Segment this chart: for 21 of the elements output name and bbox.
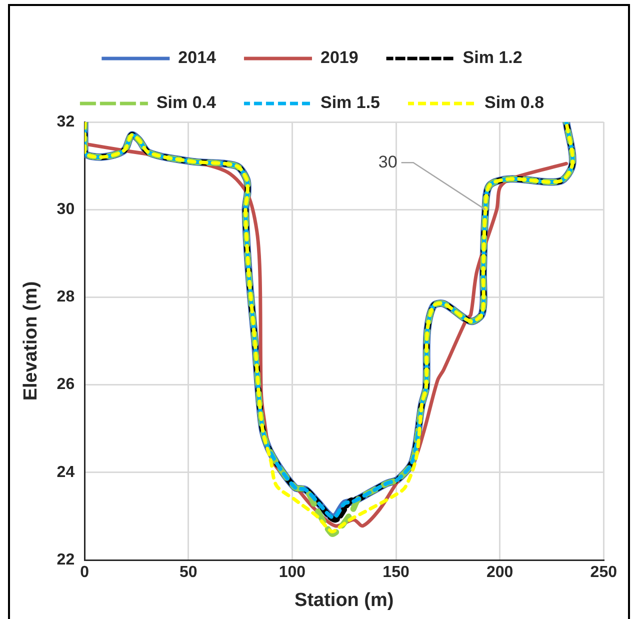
legend-label: 2014 [178, 48, 217, 68]
legend-label: Sim 1.2 [462, 48, 522, 68]
x-tick-label: 200 [486, 564, 514, 582]
y-tick-label: 24 [56, 464, 75, 481]
x-tick-label: 150 [382, 564, 410, 582]
y-tick-label: 28 [56, 288, 75, 306]
legend-label: Sim 0.8 [484, 93, 544, 112]
y-axis-title: Elevation (m) [20, 281, 42, 401]
y-tick-label: 26 [56, 376, 75, 394]
x-tick-label: 250 [590, 564, 618, 582]
x-axis-title: Station (m) [294, 590, 394, 611]
legend-label: 2019 [320, 48, 358, 68]
legend-label: Sim 0.4 [156, 93, 217, 112]
annotation: 30 [378, 152, 398, 172]
x-tick-label: 0 [80, 564, 90, 582]
y-tick-label: 30 [56, 201, 75, 218]
x-tick-label: 100 [278, 564, 306, 582]
y-tick-label: 22 [56, 551, 75, 568]
legend-label: Sim 1.5 [320, 93, 380, 112]
y-tick-label: 32 [56, 113, 75, 130]
x-tick-label: 50 [180, 564, 198, 582]
